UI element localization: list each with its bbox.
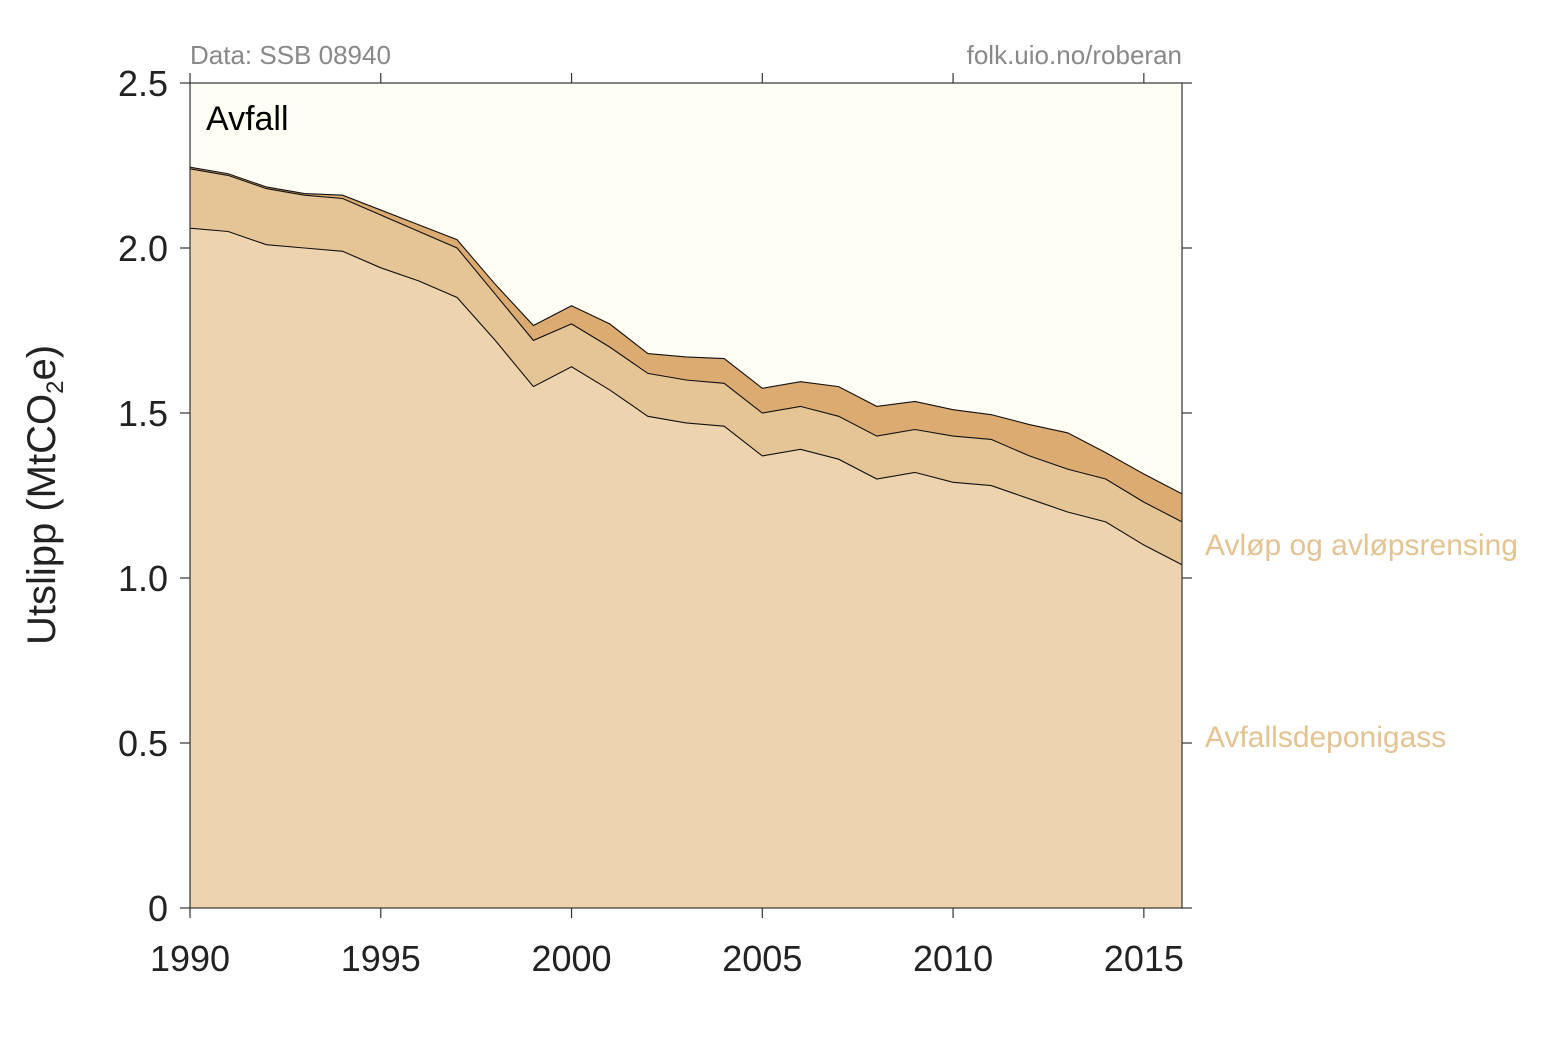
y-axis-label-main: Utslipp (MtCO	[20, 394, 64, 645]
plot-frame	[189, 82, 1183, 909]
y-tick-label: 0.5	[118, 723, 168, 764]
x-tick-label: 2010	[913, 938, 993, 979]
boundary-lines-group	[189, 166, 1183, 566]
x-tick-label: 1995	[341, 938, 421, 979]
series-boundary-line-1	[189, 168, 1183, 523]
series-boundary-line-2	[189, 166, 1183, 495]
axis-ticks-group	[180, 73, 1192, 918]
y-axis-label-subscript: 2	[42, 381, 69, 394]
area-series-0	[190, 228, 1182, 908]
x-tick-label: 1990	[150, 938, 230, 979]
y-tick-label: 1.5	[118, 393, 168, 434]
y-axis-label: Utslipp (MtCO2e)	[20, 345, 69, 645]
x-tick-label: 2005	[722, 938, 802, 979]
y-axis-label-end: e)	[20, 345, 64, 381]
y-tick-label: 1.0	[118, 558, 168, 599]
series-label-avlop: Avløp og avløpsrensing	[1205, 529, 1518, 562]
area-series-group	[190, 167, 1182, 908]
series-labels-group: Avløp og avløpsrensing Avfallsdeponigass	[1205, 529, 1518, 754]
axis-tick-labels-group: 1990 1995 2000 2005 2010 2015 0 0.5 1.0 1.5 2.0 2.5	[118, 63, 1184, 979]
y-tick-label: 0	[148, 888, 168, 929]
source-right-label: folk.uio.no/roberan	[967, 40, 1182, 70]
y-tick-label: 2.0	[118, 228, 168, 269]
source-left-label: Data: SSB 08940	[190, 40, 391, 70]
x-tick-label: 2015	[1104, 938, 1184, 979]
series-boundary-line-0	[189, 227, 1183, 566]
y-tick-label: 2.5	[118, 63, 168, 104]
x-tick-label: 2000	[531, 938, 611, 979]
series-label-avfallsdeponigass: Avfallsdeponigass	[1205, 721, 1446, 754]
panel-title: Avfall	[206, 100, 289, 138]
area-series-1	[190, 168, 1182, 565]
